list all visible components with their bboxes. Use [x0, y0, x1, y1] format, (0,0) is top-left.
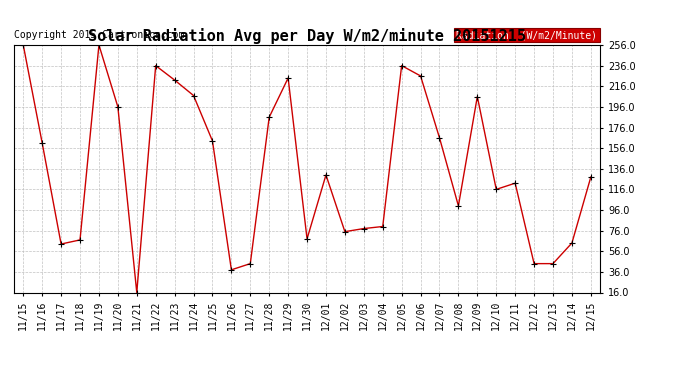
Text: Copyright 2015 Cartronics.com: Copyright 2015 Cartronics.com — [14, 30, 184, 40]
Text: Radiation  (W/m2/Minute): Radiation (W/m2/Minute) — [456, 30, 598, 40]
Title: Solar Radiation Avg per Day W/m2/minute 20151215: Solar Radiation Avg per Day W/m2/minute … — [88, 28, 526, 44]
